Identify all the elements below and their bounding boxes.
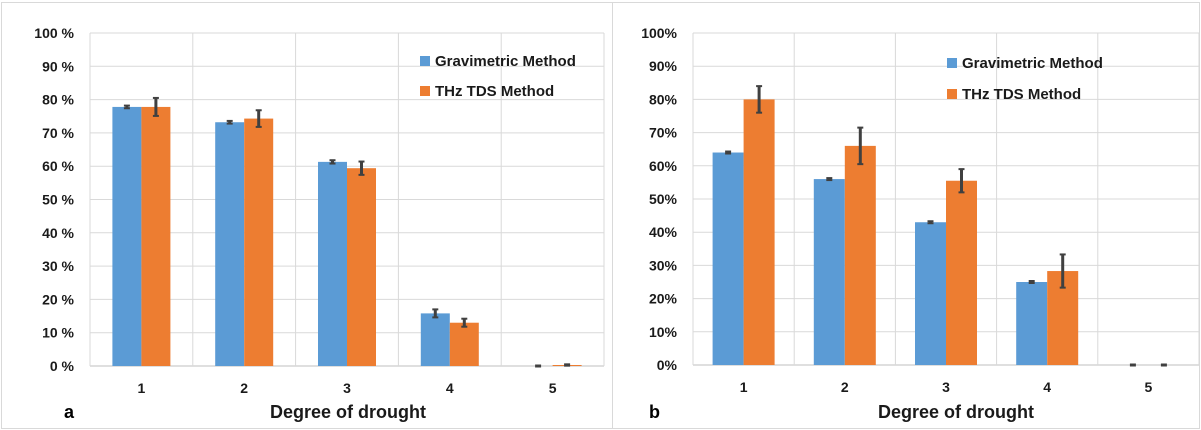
chart-a-xaxis-title: Degree of drought — [270, 402, 426, 422]
chart-b-ytick-label: 30% — [649, 257, 678, 273]
chart-b-errorbar-cap — [1129, 363, 1136, 367]
chart-a-errorbar — [255, 109, 262, 128]
chart-a-ytick-label: 40 % — [42, 225, 74, 241]
chart-a-ytick-label: 70 % — [42, 125, 74, 141]
chart-panel-a: 0 % 10 % 20 % 30 % 40 % 50 % 60 % 70 % 80 % 90 % 1… — [1, 2, 613, 429]
chart-b-bar-thz — [946, 180, 977, 365]
chart-b-xtick-label: 4 — [1043, 379, 1051, 395]
chart-b-legend-label-thz: THz TDS Method — [962, 86, 1081, 103]
chart-b-ytick-label: 80% — [649, 91, 678, 107]
chart-a-xtick-label: 1 — [138, 380, 146, 396]
chart-b-xtick-label: 5 — [1145, 379, 1153, 395]
chart-b-xaxis-title: Degree of drought — [878, 402, 1034, 422]
chart-a-xtick-label: 4 — [446, 380, 454, 396]
chart-a-errorbar — [432, 308, 439, 319]
chart-b-ytick-label: 0% — [657, 357, 678, 373]
chart-b-legend-label-gravimetric: Gravimetric Method — [962, 55, 1103, 72]
chart-b-panel-letter: b — [649, 402, 660, 422]
chart-b-ytick-label: 60% — [649, 158, 678, 174]
chart-b-bar-thz — [844, 145, 876, 365]
chart-b-svg: 0% 10% 20% 30% 40% 50% 60% 70% 80% 90% 100% 1 2 3 4 5 De… — [641, 25, 1200, 422]
chart-a-errorbar — [535, 364, 542, 368]
chart-a-ytick-label: 10 % — [42, 325, 74, 341]
chart-b-xtick-label: 1 — [740, 379, 748, 395]
chart-a-ytick-label: 80 % — [42, 92, 74, 108]
chart-a-legend-swatch-thz — [420, 86, 430, 96]
chart-a-errorbar — [152, 96, 159, 117]
chart-a-ytick-label: 100 % — [34, 25, 74, 41]
chart-b-bar-thz — [743, 99, 775, 366]
chart-a-bar-thz — [141, 106, 171, 367]
chart-b-ytick-label: 50% — [649, 191, 678, 207]
chart-b-errorbar — [958, 168, 965, 194]
chart-a-ytick-label: 20 % — [42, 291, 74, 307]
chart-a-errorbar — [329, 159, 336, 165]
chart-a-bar-thz — [244, 118, 274, 367]
chart-a-ytick-label: 60 % — [42, 158, 74, 174]
chart-b-bar-gravimetric — [1016, 282, 1048, 365]
chart-a-errorbar — [226, 119, 233, 125]
chart-b-xtick-label: 3 — [942, 379, 950, 395]
chart-a-ytick-label: 90 % — [42, 58, 74, 74]
chart-a-errorbar-cap — [535, 364, 542, 368]
chart-b-xtick-label: 2 — [841, 379, 849, 395]
chart-a-errorbar — [564, 363, 571, 367]
chart-a-errorbar — [123, 104, 130, 110]
chart-a-ytick-label: 30 % — [42, 258, 74, 274]
chart-b-errorbar-cap — [1160, 363, 1167, 367]
chart-a-errorbar — [461, 317, 468, 328]
chart-a-legend-label-thz: THz TDS Method — [435, 83, 554, 100]
chart-a-bar-gravimetric — [112, 106, 142, 367]
chart-b-errorbar — [1059, 253, 1066, 289]
chart-a-bar-gravimetric — [215, 122, 245, 366]
chart-a-xtick-label: 2 — [240, 380, 248, 396]
chart-b-ytick-label: 40% — [649, 224, 678, 240]
chart-b-ytick-label: 90% — [649, 58, 678, 74]
chart-b-errorbar — [725, 150, 732, 155]
chart-a-bar-gravimetric — [420, 313, 450, 366]
chart-a-bar-thz — [347, 168, 376, 366]
chart-b-ytick-label: 20% — [649, 291, 678, 307]
chart-a-xtick-label: 3 — [343, 380, 351, 396]
chart-b-bar-gravimetric — [813, 179, 845, 365]
chart-b-legend-swatch-gravimetric — [947, 58, 957, 68]
chart-b-legend-swatch-thz — [947, 89, 957, 99]
chart-a-ytick-label: 50 % — [42, 192, 74, 208]
chart-b-bar-gravimetric — [712, 152, 744, 365]
chart-a-xtick-label: 5 — [549, 380, 557, 396]
chart-b-errorbar — [1129, 363, 1136, 367]
chart-b-errorbar — [1028, 280, 1035, 284]
chart-a-svg: 0 % 10 % 20 % 30 % 40 % 50 % 60 % 70 % 80 % 90 % 1… — [34, 25, 605, 422]
chart-a-bar-thz — [449, 322, 479, 366]
chart-a-errorbar — [358, 160, 365, 176]
chart-b-errorbar — [1160, 363, 1167, 367]
chart-a-ytick-label: 0 % — [50, 358, 75, 374]
chart-a-legend-swatch-gravimetric — [420, 56, 430, 66]
chart-b-errorbar — [857, 126, 864, 166]
chart-b-bar-gravimetric — [915, 222, 946, 365]
chart-b-ytick-label: 10% — [649, 324, 678, 340]
chart-b-errorbar — [756, 85, 763, 114]
chart-panel-b: 0% 10% 20% 30% 40% 50% 60% 70% 80% 90% 100% 1 2 3 4 5 De… — [612, 2, 1200, 429]
chart-b-errorbar — [826, 177, 833, 182]
chart-b-ytick-label: 100% — [641, 25, 677, 41]
chart-b-ytick-label: 70% — [649, 125, 678, 141]
chart-b-errorbar — [927, 220, 934, 225]
chart-a-legend-label-gravimetric: Gravimetric Method — [435, 53, 576, 70]
chart-a-bar-gravimetric — [318, 161, 347, 366]
chart-a-panel-letter: a — [64, 402, 75, 422]
